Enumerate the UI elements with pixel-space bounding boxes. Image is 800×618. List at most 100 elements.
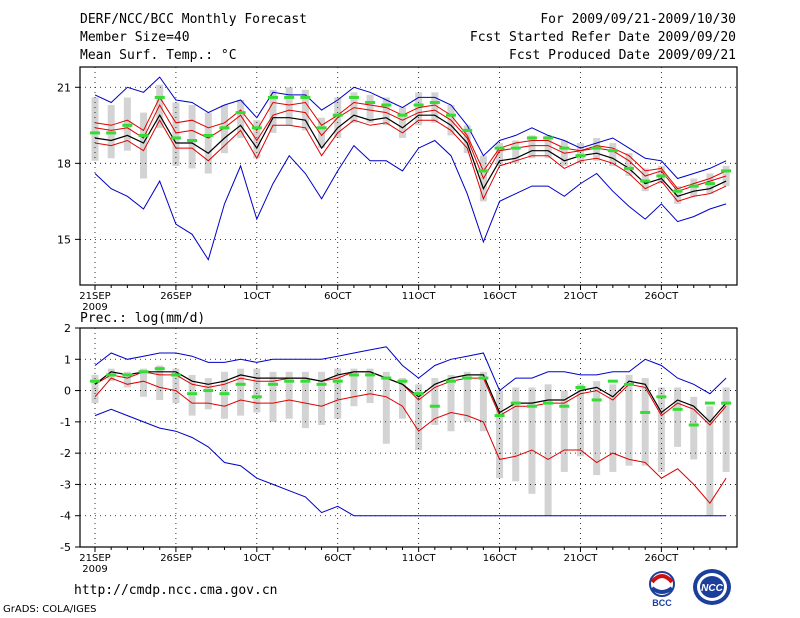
panel1-spread-box — [431, 92, 439, 123]
panel2-spread-box — [237, 368, 245, 416]
panel2-spread-box — [188, 374, 196, 416]
panel1-year-label: 2009 — [82, 302, 107, 313]
panel2-ytick-label: -5 — [60, 541, 71, 554]
panel1-frame — [79, 66, 738, 286]
panel2-xtick-label: 6OCT — [324, 553, 352, 564]
panel1-xtick-label: 6OCT — [324, 291, 352, 302]
panel2-xtick-label: 26SEP — [160, 553, 191, 564]
panel2-line-q_low — [94, 377, 727, 505]
panel2-xtick-label: 21OCT — [564, 553, 599, 564]
panel2-ytick-label: 0 — [64, 385, 71, 398]
panel1-spread-box — [398, 107, 406, 138]
panel1-ytick-label: 21 — [57, 81, 71, 94]
panel2-spread-box — [544, 384, 552, 516]
panel2-spread-box — [657, 387, 665, 472]
panel1-line-max — [94, 76, 727, 180]
panel2-spread-box — [431, 378, 439, 425]
panel2-ytick-label: -4 — [60, 510, 71, 523]
forecast-period: For 2009/09/21-2009/10/30 — [540, 12, 736, 27]
panel2-spread-box — [722, 387, 730, 472]
chart-title: DERF/NCC/BCC Monthly Forecast — [80, 12, 307, 27]
variable-label: Mean Surf. Temp.: °C — [80, 48, 237, 63]
panel1-xtick-label: 21OCT — [564, 291, 599, 302]
panel1-spread-box — [156, 84, 164, 128]
panel1-spread-box — [528, 135, 536, 159]
panel1-xtick-label: 1OCT — [243, 291, 271, 302]
panel1-line-q75 — [94, 96, 727, 190]
ncc-logo-text: NCC — [701, 583, 723, 594]
forecast-start-date: Fcst Started Refer Date 2009/09/20 — [469, 30, 736, 45]
panel2-spread-box — [593, 381, 601, 476]
panel2-xtick-label: 21SEP — [79, 553, 110, 564]
panel2-spread-box — [560, 390, 568, 472]
member-size-label: Member Size=40 — [80, 30, 190, 45]
panel2-spread-box — [463, 371, 471, 422]
panel1-xtick-label: 26SEP — [160, 291, 191, 302]
panel2-spread-box — [318, 371, 326, 425]
panel1-spread-box — [253, 120, 261, 159]
panel2-spread-box — [123, 371, 131, 388]
panel2-spread-box — [253, 368, 261, 413]
panel2-spread-box — [528, 387, 536, 494]
panel2-spread-box — [350, 368, 358, 407]
panel2-ytick-label: 2 — [64, 322, 71, 335]
panel1-ytick-label: 15 — [57, 233, 71, 246]
panel1-spread-box — [544, 135, 552, 159]
panel2-frame — [79, 327, 738, 548]
panel1-xtick-label: 26OCT — [645, 291, 680, 302]
bcc-logo-text: BCC — [652, 598, 672, 608]
forecast-produced-date: Fcst Produced Date 2009/09/21 — [509, 48, 736, 63]
panel1-spread-box — [496, 143, 504, 166]
panel1-spread-box — [91, 97, 99, 161]
ncc-logo: NCC — [693, 569, 731, 605]
panel2-spread-box — [366, 368, 374, 404]
panel2-spread-box — [204, 378, 212, 410]
panel1-spread-box — [674, 186, 682, 204]
panel2-xtick-label: 1OCT — [243, 553, 271, 564]
panel1-spread-box — [722, 165, 730, 187]
panel2-spread-box — [415, 384, 423, 451]
panel1-spread-box — [237, 99, 245, 138]
panel1-spread-box — [382, 97, 390, 126]
panel1-spread-box — [301, 89, 309, 131]
bcc-logo: BCC — [649, 571, 675, 608]
website-url: http://cmdp.ncc.cma.gov.cn — [74, 583, 278, 598]
panel1-xtick-label: 11OCT — [402, 291, 437, 302]
panel2-spread-box — [512, 387, 520, 482]
panel1-spread-box — [140, 112, 148, 179]
panel1-xtick-label: 21SEP — [79, 291, 110, 302]
panel2-spread-box — [285, 371, 293, 419]
panel1-spread-box — [188, 105, 196, 169]
panel2-spread-box — [674, 387, 682, 447]
panel1-ytick-label: 18 — [57, 157, 71, 170]
panel2-xtick-label: 11OCT — [402, 553, 437, 564]
panel1-spread-box — [415, 92, 423, 126]
panel2-spread-box — [398, 378, 406, 419]
panel1-spread-box — [285, 87, 293, 126]
panel1-spread-box — [172, 102, 180, 166]
panel2-ytick-label: -2 — [60, 447, 71, 460]
panel1-line-median — [94, 103, 727, 192]
panel2-spread-box — [301, 371, 309, 429]
panel2-line-min — [94, 408, 727, 517]
panel2-spread-box — [382, 371, 390, 444]
panel1-spread-box — [204, 112, 212, 174]
panel2-xtick-label: 16OCT — [483, 553, 518, 564]
panel1-spread-box — [512, 140, 520, 164]
panel2-spread-box — [172, 368, 180, 404]
panel2-spread-box — [220, 371, 228, 419]
panel2-line-max — [94, 346, 727, 395]
grads-credit: GrADS: COLA/IGES — [3, 604, 97, 615]
panel1-line-min — [94, 139, 727, 261]
panel2-year-label: 2009 — [82, 564, 107, 575]
panel2-spread-box — [140, 368, 148, 397]
panel2-line-median — [94, 371, 727, 426]
panel1-spread-box — [269, 89, 277, 133]
panel1-line-q25 — [94, 119, 727, 202]
panel2-spread-box — [479, 371, 487, 432]
panel2-ytick-label: -3 — [60, 478, 71, 491]
panel2-spread-box — [576, 384, 584, 457]
panel2-spread-box — [447, 374, 455, 432]
panel2-spread-box — [609, 384, 617, 472]
